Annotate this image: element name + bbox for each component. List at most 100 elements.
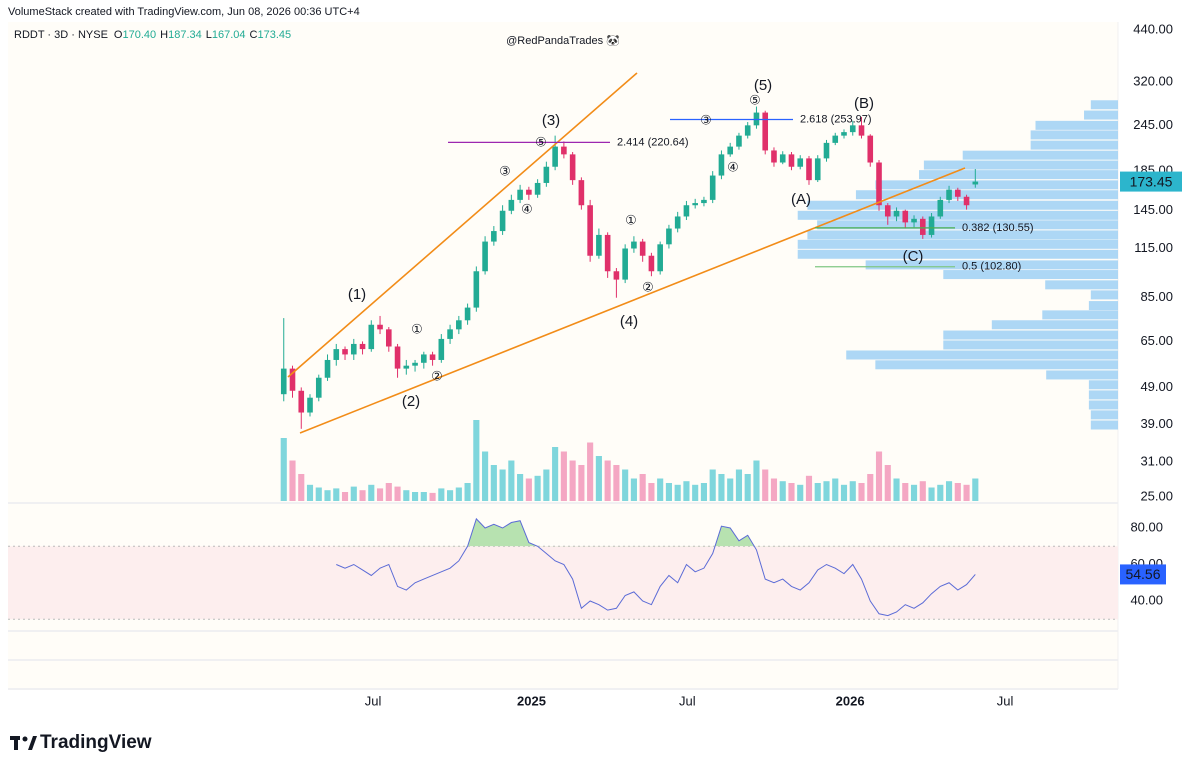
volume-bar (324, 490, 331, 501)
wave-label: ① (625, 214, 637, 229)
candle-body (779, 154, 786, 163)
volume-bar (928, 487, 935, 501)
candle-body (359, 343, 366, 350)
y-tick-label: 115.00 (1134, 240, 1173, 255)
volume-bar (613, 465, 620, 501)
volume-bar (639, 474, 646, 501)
candle-body (315, 377, 322, 398)
logo-part (22, 736, 28, 742)
y-tick-label: 65.00 (1140, 333, 1173, 348)
volume-bar (665, 483, 672, 501)
candle-body (526, 189, 532, 195)
annotations: 2.414 (220.64) 2.618 (253.97) 0.382 (130.5… (348, 77, 1034, 410)
candle-body (876, 162, 882, 206)
wave-label: ⑤ (535, 136, 547, 151)
candle-body (797, 158, 804, 167)
logo-part (28, 736, 37, 750)
candle-body (499, 210, 506, 232)
candle-body (867, 135, 874, 163)
volume-bar (333, 488, 340, 501)
y-tick-label: 145.00 (1133, 202, 1173, 217)
candle-body (972, 181, 979, 185)
volume-bar (683, 481, 690, 501)
trendline (299, 167, 966, 434)
wave-label: (1) (348, 286, 366, 303)
volume-bar (517, 474, 524, 501)
candle-body (849, 125, 856, 133)
volume-bar (482, 451, 489, 501)
wave-label: ④ (727, 161, 739, 176)
candle-body (709, 175, 716, 200)
volume-bar (919, 481, 926, 501)
volume-bar (525, 478, 532, 501)
candle-body (613, 271, 620, 280)
volume-bar (341, 492, 349, 501)
profile-bar (807, 230, 1118, 240)
candle-body (666, 228, 672, 245)
volume-bar (832, 478, 839, 501)
volume-bar (972, 478, 979, 501)
volume-bar (814, 483, 821, 501)
candle-body (385, 329, 392, 347)
rsi-tick-label: 40.00 (1130, 592, 1163, 607)
candle-body (946, 189, 952, 200)
volume-bar (727, 478, 734, 501)
volume-bar (587, 442, 594, 501)
profile-bar (1090, 290, 1118, 300)
brand-name: TradingView (40, 732, 152, 753)
profile-bar (875, 360, 1118, 370)
candle-body (955, 189, 961, 197)
candle-body (893, 210, 900, 217)
candle-body (280, 368, 287, 395)
candle-body (963, 196, 970, 206)
wave-label: (4) (620, 313, 638, 330)
volume-bar (709, 469, 716, 501)
volume-bar (893, 478, 900, 501)
wave-label: ① (411, 323, 423, 338)
candle-body (823, 142, 830, 159)
candle-body (727, 146, 734, 155)
candle-body (552, 146, 558, 167)
candle-body (491, 231, 497, 242)
candle-body (692, 203, 698, 206)
candle-body (832, 135, 839, 143)
candle-body (902, 210, 909, 223)
profile-bar (943, 330, 1118, 340)
rsi-tag (1120, 564, 1166, 585)
volume-bar (560, 451, 567, 501)
volume-bar (429, 492, 436, 501)
candle-body (534, 182, 541, 195)
volume-bar (823, 481, 830, 501)
profile-bar (817, 220, 1118, 230)
y-tick-label: 39.00 (1140, 416, 1173, 431)
candle-body (350, 343, 357, 355)
y-tick-label: 85.00 (1140, 289, 1173, 304)
candle-body (447, 329, 453, 339)
candle-body (911, 218, 917, 223)
wave-label: (3) (542, 112, 560, 129)
wave-label: ⑤ (749, 94, 761, 109)
volume-bar (770, 478, 778, 501)
candle-body (657, 244, 663, 272)
candle-body (841, 132, 847, 136)
profile-bar (1084, 110, 1118, 120)
candle-body (394, 346, 401, 369)
header-field: 173.45 (257, 29, 291, 41)
candle-body (928, 216, 935, 235)
x-tick-label: Jul (997, 693, 1014, 708)
volume-bar (762, 469, 769, 501)
rsi-tick-label: 80.00 (1130, 519, 1163, 534)
profile-bar (923, 160, 1118, 170)
rsi-line (336, 517, 976, 617)
volume-bar (438, 488, 445, 501)
candle-body (473, 271, 480, 308)
y-tick-label: 25.00 (1140, 488, 1173, 503)
volume-bar (350, 486, 357, 501)
last-price-label: 173.45 (1130, 173, 1173, 189)
candle-body (569, 154, 576, 181)
candle-body (587, 205, 593, 256)
